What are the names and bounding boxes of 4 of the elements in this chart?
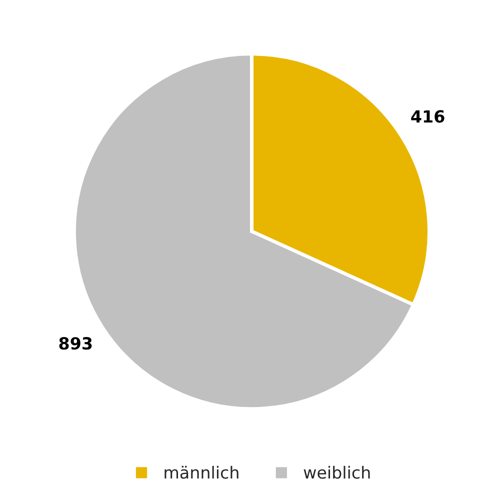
legend-label: weiblich (304, 466, 370, 479)
data-label: 416 (411, 110, 444, 123)
legend-label: männlich (164, 466, 238, 479)
data-label: 893 (59, 337, 92, 350)
